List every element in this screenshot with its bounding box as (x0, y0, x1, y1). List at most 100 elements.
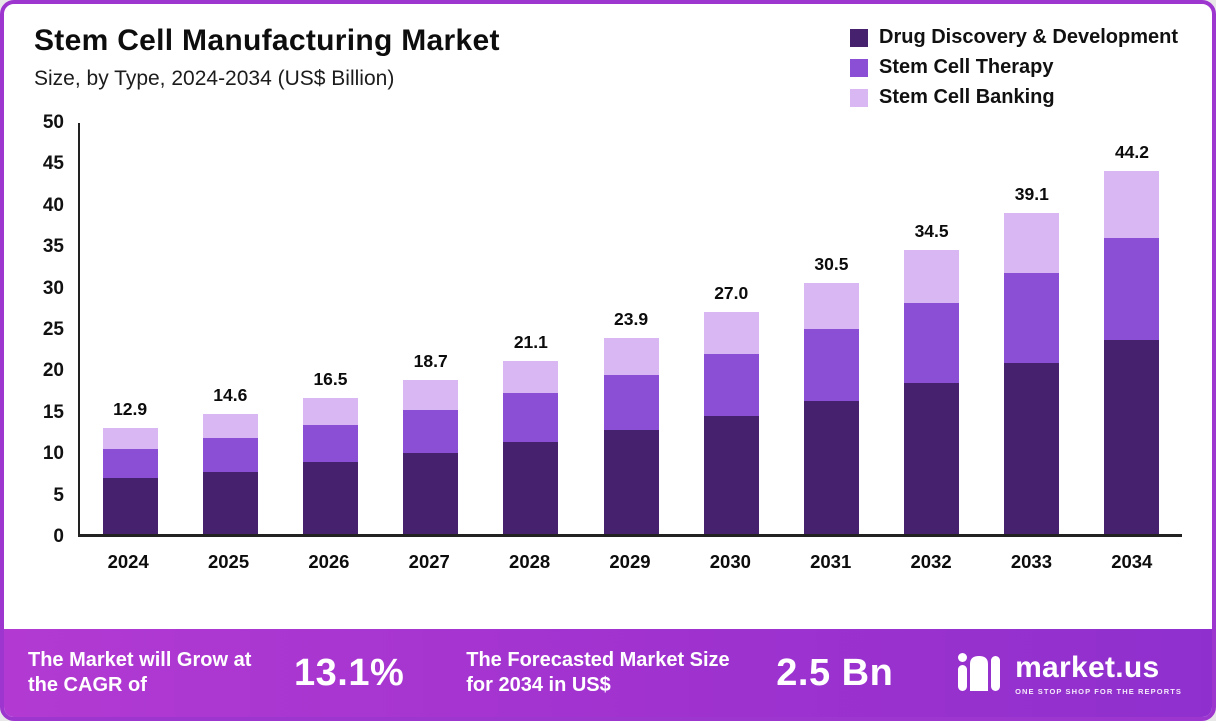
plot-wrap: 12.9 14.6 16.5 18.7 21.1 23.9 27.0 30.5 34.5 39.1… (78, 123, 1182, 573)
bar-segment-stem-cell-therapy (603, 375, 659, 431)
bar-column: 39.1 (982, 123, 1082, 534)
bar-stack (1004, 212, 1060, 534)
bar-stack (904, 250, 960, 534)
y-axis-tick-label: 45 (42, 153, 64, 175)
x-axis-label: 2029 (609, 551, 651, 572)
bar-segment-stem-cell-therapy (904, 303, 960, 383)
legend-label: Drug Discovery & Development (879, 26, 1178, 48)
x-axis-label: 2031 (810, 551, 852, 572)
legend-item-drug-discovery: Drug Discovery & Development (850, 26, 1178, 49)
bar-segment-stem-cell-banking (403, 380, 459, 410)
y-axis-tick-label: 40 (42, 194, 64, 216)
bar-segment-drug-discovery-development (904, 382, 960, 534)
plot-area: 12.9 14.6 16.5 18.7 21.1 23.9 27.0 30.5 34.5 39.1… (78, 123, 1182, 537)
bar-column: 18.7 (381, 123, 481, 534)
bar-segment-stem-cell-therapy (703, 353, 759, 417)
bar-segment-drug-discovery-development (202, 471, 258, 534)
brand-tagline: ONE STOP SHOP FOR THE REPORTS (1015, 686, 1182, 696)
x-axis-label: 2027 (408, 551, 450, 572)
bar-segment-drug-discovery-development (1004, 363, 1060, 534)
bar-segment-stem-cell-banking (302, 398, 358, 425)
bars-row: 12.9 14.6 16.5 18.7 21.1 23.9 27.0 30.5 34.5 39.1… (80, 123, 1182, 534)
brand-name: market.us (1015, 650, 1160, 684)
bar-segment-stem-cell-banking (803, 283, 859, 330)
forecast-value: 2.5 Bn (776, 651, 894, 694)
bar-total-label: 39.1 (1014, 183, 1049, 204)
bar-column: 44.2 (1082, 123, 1182, 534)
bar-segment-stem-cell-therapy (1104, 238, 1160, 341)
bar-stack (202, 414, 258, 534)
bar-stack (403, 380, 459, 534)
bar-segment-drug-discovery-development (1104, 340, 1160, 534)
legend-label: Stem Cell Therapy (879, 56, 1054, 78)
y-axis-tick-label: 5 (53, 484, 64, 506)
bar-segment-drug-discovery-development (603, 430, 659, 534)
bar-segment-stem-cell-therapy (202, 437, 258, 472)
bar-total-label: 23.9 (614, 308, 649, 329)
header: Stem Cell Manufacturing Market Size, by … (4, 4, 1212, 113)
bar-segment-stem-cell-banking (703, 312, 759, 354)
y-axis-tick-label: 30 (42, 277, 64, 299)
bar-segment-stem-cell-banking (1004, 212, 1060, 273)
title-block: Stem Cell Manufacturing Market Size, by … (34, 24, 500, 91)
bar-stack (803, 283, 859, 534)
bar-column: 23.9 (581, 123, 681, 534)
bar-segment-stem-cell-therapy (1004, 272, 1060, 364)
bar-segment-drug-discovery-development (403, 452, 459, 534)
bar-segment-stem-cell-therapy (803, 329, 859, 401)
bar-column: 34.5 (882, 123, 982, 534)
brand-text: market.us ONE STOP SHOP FOR THE REPORTS (1015, 651, 1182, 696)
y-axis-tick-label: 20 (42, 360, 64, 382)
bar-total-label: 44.2 (1114, 141, 1149, 162)
legend-swatch-icon (850, 88, 869, 107)
bar-segment-stem-cell-banking (603, 337, 659, 376)
footer-band: The Market will Grow at the CAGR of 13.1… (4, 629, 1212, 717)
bar-segment-stem-cell-therapy (302, 424, 358, 463)
legend-item-stem-cell-therapy: Stem Cell Therapy (850, 56, 1178, 79)
page-subtitle: Size, by Type, 2024-2034 (US$ Billion) (34, 67, 395, 90)
chart-legend: Drug Discovery & Development Stem Cell T… (850, 26, 1178, 109)
bar-total-label: 30.5 (814, 254, 849, 275)
bar-total-label: 12.9 (113, 398, 148, 419)
y-axis: 0 5 10 15 20 25 30 35 40 45 50 (16, 112, 78, 547)
market-us-logo-icon (957, 650, 1003, 697)
bar-total-label: 16.5 (313, 369, 348, 390)
bar-segment-stem-cell-banking (1104, 170, 1160, 239)
bar-column: 30.5 (781, 123, 881, 534)
x-axis-label: 2033 (1010, 551, 1052, 572)
x-axis-label: 2025 (207, 551, 250, 572)
bar-stack (603, 337, 659, 534)
bar-stack (1104, 170, 1160, 534)
stacked-bar-chart: 0 5 10 15 20 25 30 35 40 45 50 12.9 14.6 16.5 18.7 21.… (4, 112, 1212, 573)
y-axis-tick-label: 10 (42, 443, 64, 465)
x-axis-label: 2024 (107, 551, 149, 572)
x-axis-labels: 2024 2025 2026 2027 2028 2029 2030 2031 2032 2033… (78, 551, 1182, 573)
bar-column: 12.9 (80, 123, 180, 534)
bar-stack (102, 427, 158, 534)
y-axis-tick-label: 0 (53, 526, 64, 547)
cagr-value: 13.1% (294, 651, 405, 694)
x-axis-label: 2034 (1111, 551, 1153, 572)
bar-column: 21.1 (481, 123, 581, 534)
forecast-label: The Forecasted Market Size for 2034 in U… (466, 649, 730, 696)
bar-column: 27.0 (681, 123, 781, 534)
bar-total-label: 21.1 (513, 331, 548, 352)
legend-item-stem-cell-banking: Stem Cell Banking (850, 86, 1178, 109)
bar-total-label: 34.5 (914, 221, 949, 242)
bar-stack (503, 360, 559, 534)
y-axis-tick-label: 35 (42, 236, 64, 258)
bar-stack (703, 312, 759, 534)
x-axis-label: 2030 (709, 551, 751, 572)
bar-segment-stem-cell-therapy (102, 448, 158, 479)
bar-segment-stem-cell-banking (202, 414, 258, 438)
bar-segment-drug-discovery-development (803, 400, 859, 534)
bar-segment-drug-discovery-development (102, 478, 158, 534)
bar-segment-drug-discovery-development (703, 416, 759, 534)
legend-label: Stem Cell Banking (879, 86, 1055, 108)
brand-logo: market.us ONE STOP SHOP FOR THE REPORTS (957, 650, 1182, 697)
x-axis-label: 2032 (910, 551, 952, 572)
x-axis-label: 2026 (308, 551, 350, 572)
y-axis-tick-label: 25 (42, 319, 64, 340)
y-axis-tick-label: 50 (42, 112, 64, 133)
page-title: Stem Cell Manufacturing Market (34, 24, 500, 57)
